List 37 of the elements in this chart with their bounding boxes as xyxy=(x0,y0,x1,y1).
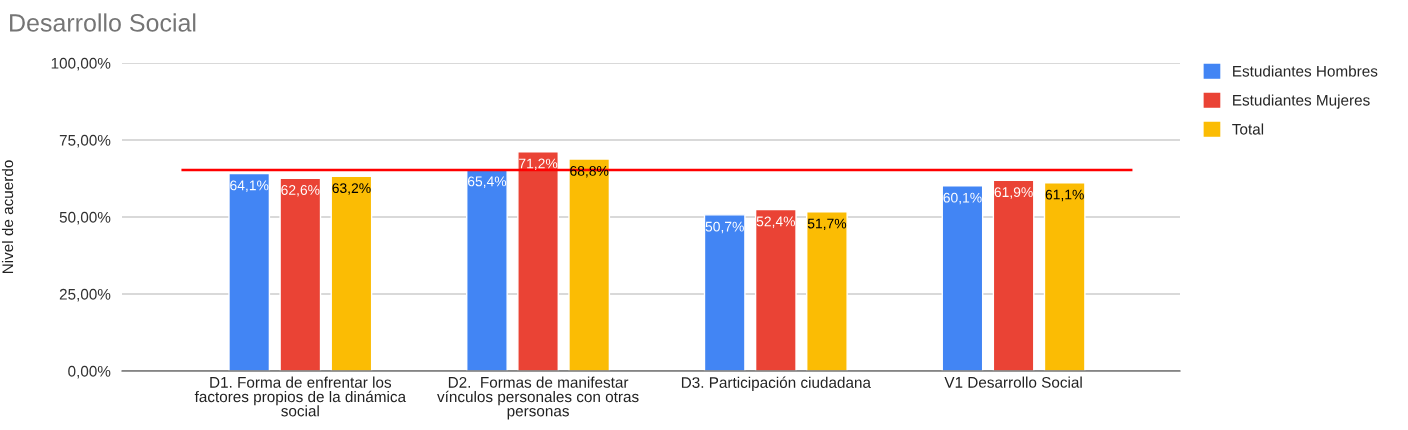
x-tick-label: D2. Formas de manifestar vínculos personales con otras personas xyxy=(437,376,639,420)
bar xyxy=(330,175,373,371)
y-axis-title: Nivel de acuerdo xyxy=(1,160,14,274)
data-label: 63,2% xyxy=(332,183,371,195)
bar xyxy=(228,172,271,371)
bar xyxy=(1043,182,1086,371)
y-tick-label: 75,00% xyxy=(59,134,111,148)
x-tick-label: V1 Desarrollo Social xyxy=(944,376,1082,388)
data-label: 61,1% xyxy=(1045,189,1084,202)
bar xyxy=(466,168,508,371)
legend-label: Estudiantes Mujeres xyxy=(1233,94,1370,109)
chart-title: Desarrollo Social xyxy=(10,13,196,32)
data-label: 50,7% xyxy=(705,221,744,234)
y-tick-label: 25,00% xyxy=(59,288,111,302)
bar xyxy=(517,151,559,371)
y-tick-label: 0,00% xyxy=(68,365,111,379)
data-label: 71,2% xyxy=(519,158,558,171)
data-label: 60,1% xyxy=(943,192,982,205)
data-label: 65,4% xyxy=(467,176,507,188)
bar xyxy=(279,177,322,371)
y-tick-label: 50,00% xyxy=(59,211,111,225)
bar xyxy=(568,158,611,371)
y-tick-label: 100,00% xyxy=(51,57,111,71)
bar xyxy=(703,214,746,371)
bar xyxy=(806,211,848,371)
legend-label: Total xyxy=(1232,123,1264,135)
data-label: 52,4% xyxy=(756,216,796,228)
data-label: 64,1% xyxy=(230,180,269,192)
x-tick-label: D3. Participación ciudadana xyxy=(681,376,871,391)
bar xyxy=(941,185,984,371)
data-label: 51,7% xyxy=(807,218,847,231)
bar xyxy=(992,179,1035,371)
bar xyxy=(754,208,797,371)
legend-label: Estudiantes Hombres xyxy=(1233,65,1378,77)
data-label: 61,9% xyxy=(994,187,1033,199)
data-label: 62,6% xyxy=(281,185,320,197)
x-tick-label: D1. Forma de enfrentar los factores propios de la dinámica social xyxy=(194,376,407,417)
